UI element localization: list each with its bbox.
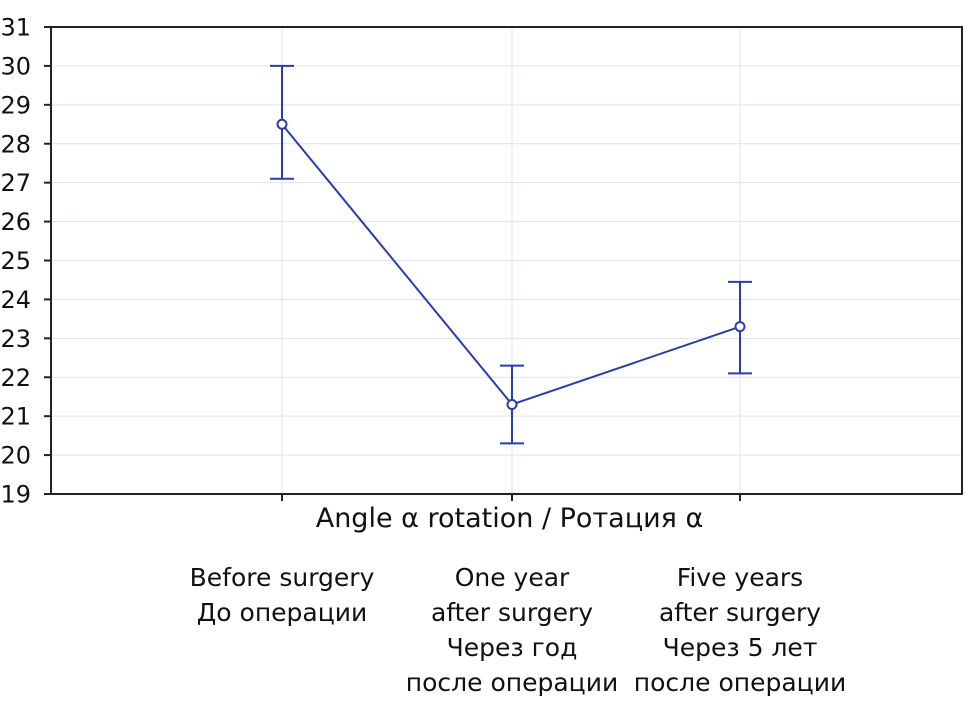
grid-lines [51, 27, 962, 494]
y-tick-label: 19 [0, 481, 31, 509]
y-tick-label: 31 [0, 14, 31, 42]
series-markers [270, 64, 752, 445]
y-tick-label: 24 [0, 286, 31, 314]
y-tick-label: 25 [0, 247, 31, 275]
y-tick-label: 30 [0, 52, 31, 80]
data-point [506, 398, 518, 410]
x-category-label-line: Через 5 лет [662, 633, 818, 662]
data-point [734, 321, 746, 333]
x-category-label-line: До операции [196, 598, 368, 627]
y-tick-label: 27 [0, 169, 31, 197]
y-tick-label: 29 [0, 91, 31, 119]
x-axis-title: Angle α rotation / Ротация α [315, 503, 704, 534]
x-category-label-line: after surgery [430, 598, 594, 627]
x-category-label-line: после операции [405, 668, 619, 697]
x-category-label: Before surgery До операции [162, 560, 402, 630]
x-category-label: One year after surgery Через год после опер… [392, 560, 632, 700]
x-category-label: Five years after surgery Через 5 лет после … [620, 560, 860, 700]
x-category-label-line: after surgery [658, 598, 822, 627]
x-category-label-line: One year [454, 563, 570, 592]
data-point [276, 118, 288, 130]
x-category-label-line: после операции [633, 668, 847, 697]
y-tick-label: 26 [0, 208, 31, 236]
series-line [281, 123, 741, 406]
y-tick-label: 21 [0, 403, 31, 431]
x-category-label-line: Через год [446, 633, 578, 662]
x-category-label-line: Before surgery [189, 563, 375, 592]
y-axis-ticks: 19 20 21 22 23 24 25 26 27 28 29 30 31 [0, 14, 741, 509]
y-tick-label: 28 [0, 130, 31, 158]
y-tick-label: 20 [0, 442, 31, 470]
y-tick-label: 22 [0, 364, 31, 392]
x-category-label-line: Five years [676, 563, 804, 592]
y-tick-label: 23 [0, 325, 31, 353]
